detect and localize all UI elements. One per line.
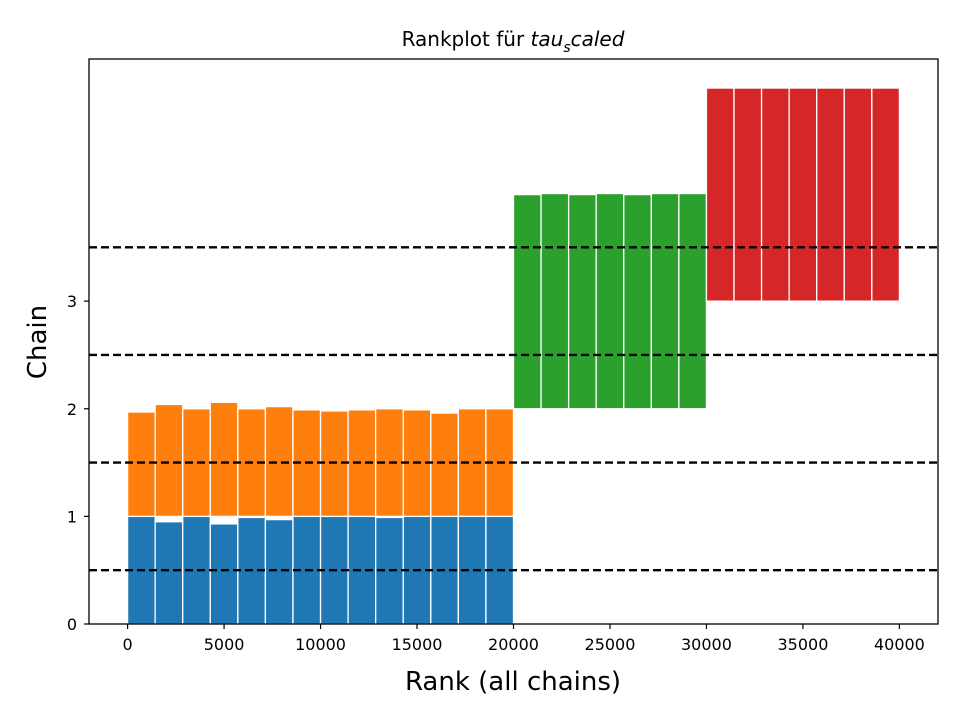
chart-title-math-rest: caled xyxy=(571,27,625,51)
bar-chain-0 xyxy=(154,521,184,625)
bar-chain-0 xyxy=(264,518,294,625)
x-tick-label: 25000 xyxy=(585,635,636,654)
y-axis-label: Chain xyxy=(23,305,53,379)
bars-layer xyxy=(126,87,901,625)
x-tick-label: 40000 xyxy=(874,635,925,654)
y-tick-label: 2 xyxy=(67,400,77,419)
x-tick-label: 35000 xyxy=(777,635,828,654)
chart-title-plain: Rankplot für xyxy=(402,27,531,51)
x-axis-ticks: 0 5000 10000 15000 20000 25000 30000 35000 40000 xyxy=(122,624,925,654)
bar-chain-2 xyxy=(567,193,597,410)
y-tick-label: 3 xyxy=(67,292,77,311)
bar-chain-3 xyxy=(816,87,845,302)
x-tick-label: 20000 xyxy=(488,635,539,654)
y-tick-label: 1 xyxy=(67,507,77,526)
x-tick-label: 15000 xyxy=(392,635,443,654)
bar-chain-3 xyxy=(843,87,873,302)
bar-chain-2 xyxy=(540,192,570,410)
chart-title-math: tau xyxy=(531,27,564,51)
bar-chain-2 xyxy=(512,193,542,410)
x-tick-label: 30000 xyxy=(681,635,732,654)
chart-title: Rankplot für tauscaled xyxy=(402,27,625,56)
x-tick-label: 5000 xyxy=(204,635,245,654)
x-axis-label: Rank (all chains) xyxy=(405,667,621,697)
bar-chain-3 xyxy=(788,87,818,302)
y-tick-label: 0 xyxy=(67,615,77,634)
bar-chain-1 xyxy=(209,401,239,518)
bar-chain-2 xyxy=(678,192,708,410)
bar-chain-2 xyxy=(650,192,680,410)
reference-lines-layer xyxy=(89,246,938,572)
chart-title-math-sub: s xyxy=(563,40,570,56)
y-axis-ticks: 0 1 2 3 xyxy=(67,292,89,634)
bar-chain-1 xyxy=(430,412,459,518)
x-tick-label: 0 xyxy=(122,635,132,654)
x-tick-label: 10000 xyxy=(295,635,346,654)
bar-chain-3 xyxy=(760,87,790,302)
bar-chain-0 xyxy=(209,523,239,625)
bar-chain-3 xyxy=(871,87,901,302)
bar-chain-2 xyxy=(595,192,625,410)
bar-chain-2 xyxy=(623,193,652,410)
bar-chain-3 xyxy=(705,87,735,302)
bar-chain-1 xyxy=(126,411,156,518)
bar-chain-3 xyxy=(733,87,763,302)
bar-chain-1 xyxy=(154,403,184,518)
